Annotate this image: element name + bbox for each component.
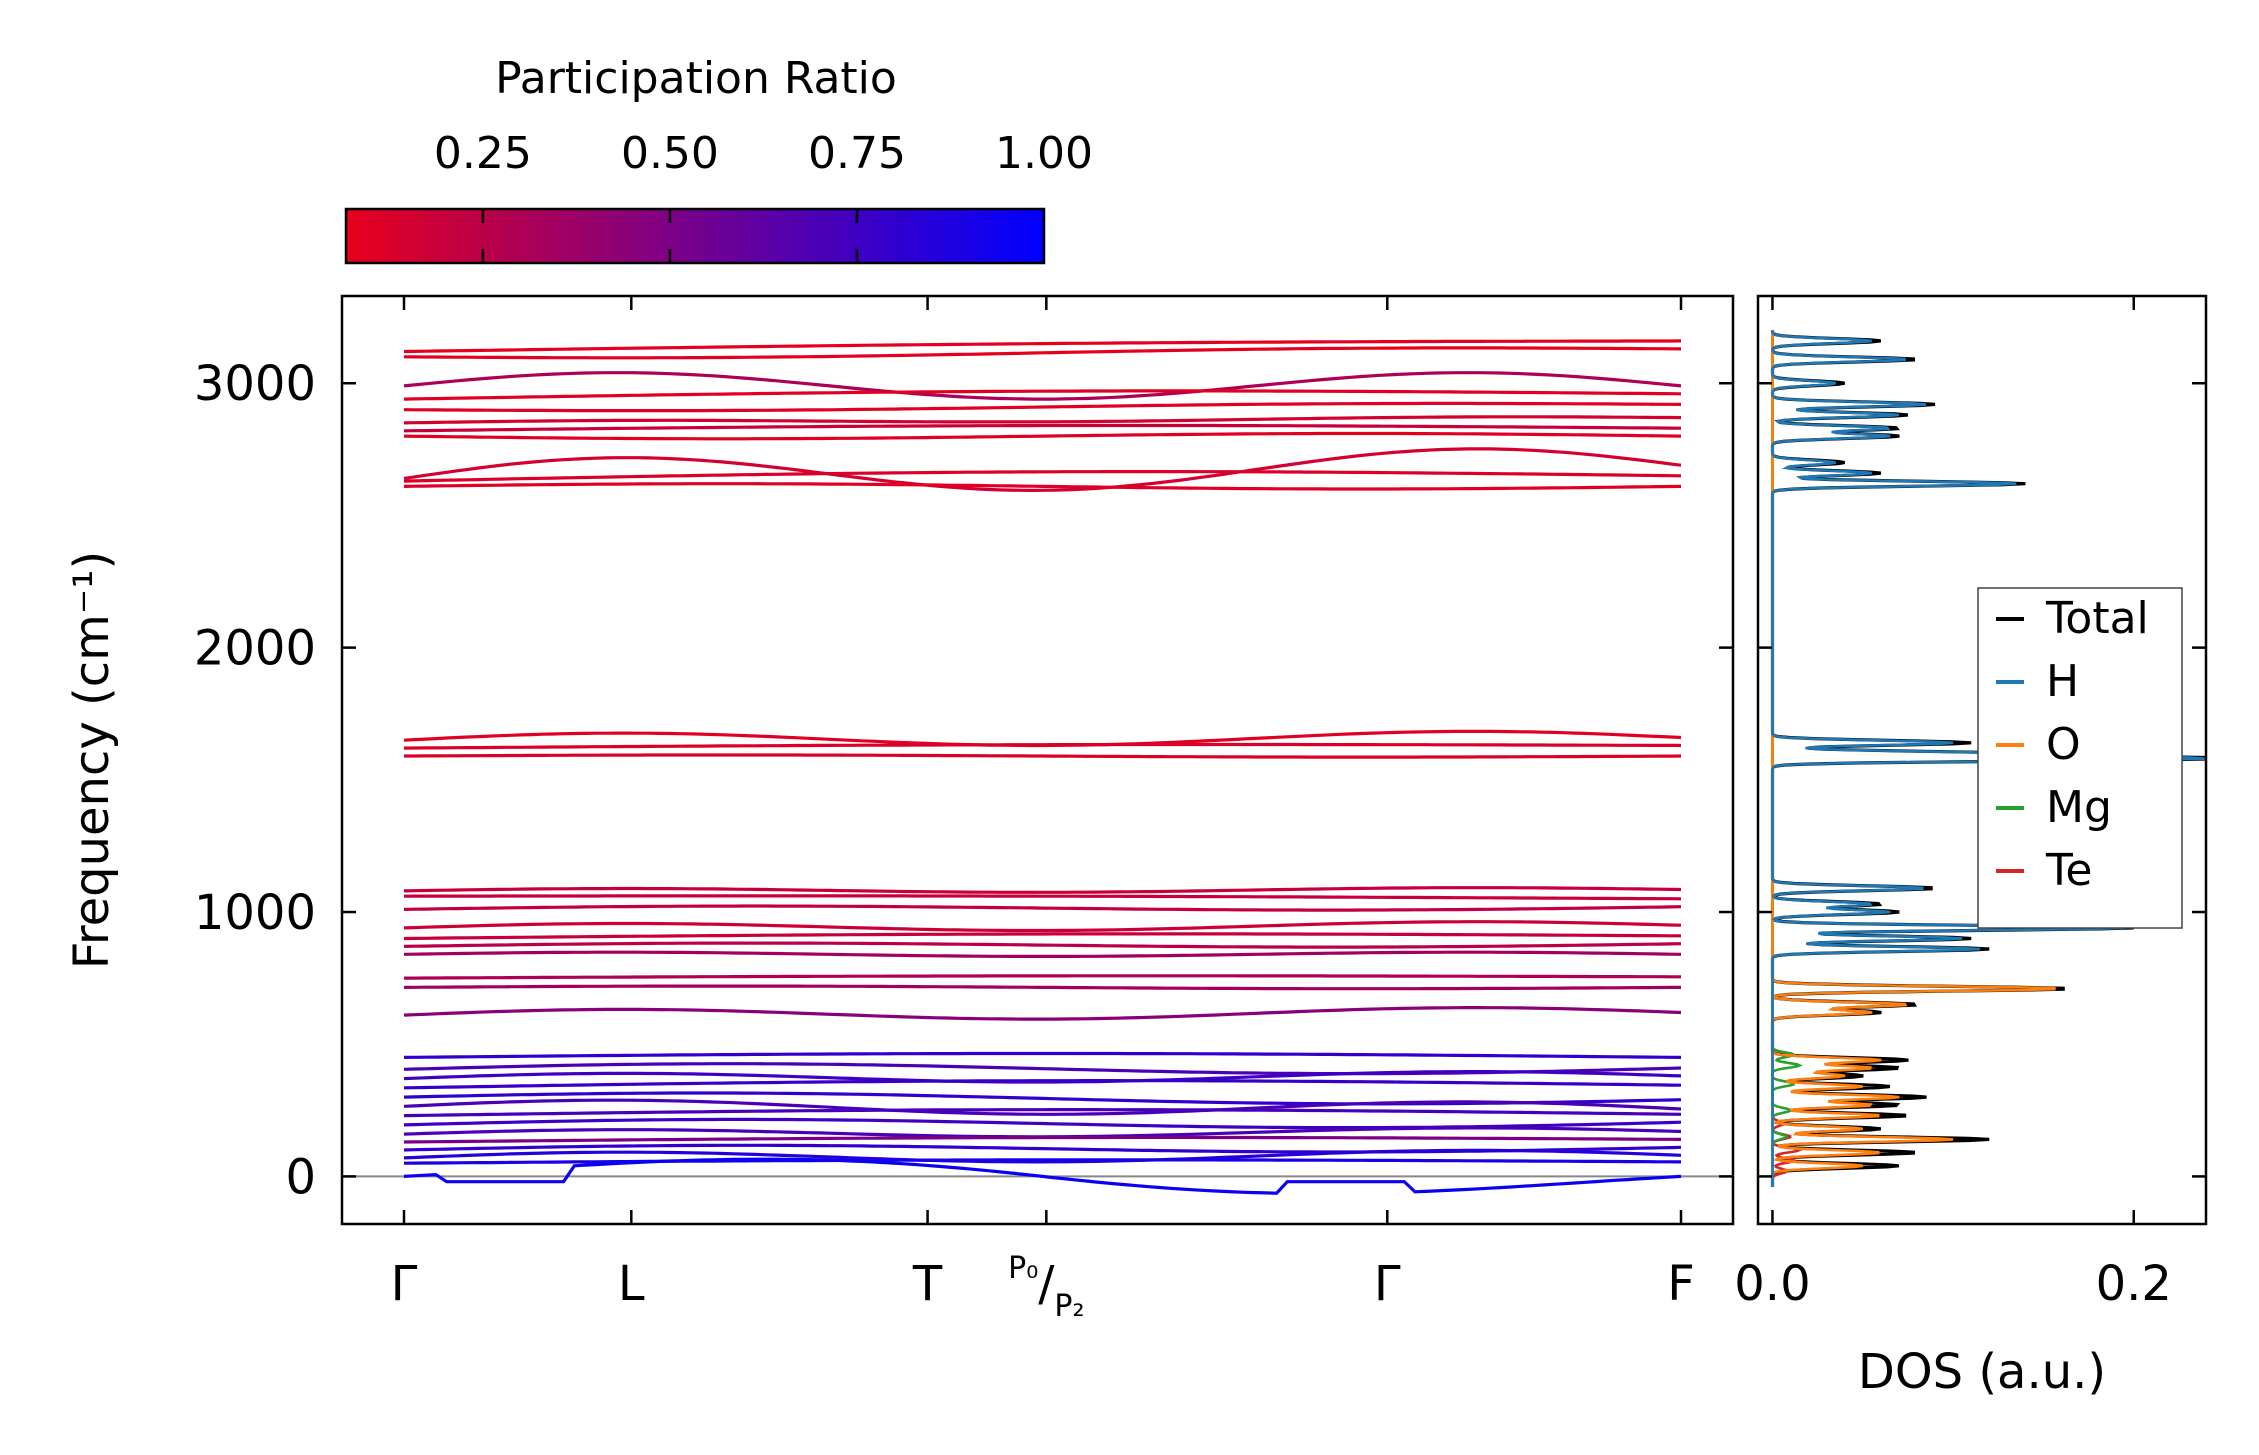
phonon-band	[403, 431, 1682, 441]
phonon-band	[403, 941, 1682, 949]
legend-items: Total HO Mg Te	[1996, 593, 2149, 896]
kpoint-label: Γ	[1374, 1256, 1401, 1312]
frequency-axis-label-text: Frequency (cm⁻¹)	[64, 551, 120, 969]
phonon-band	[403, 1126, 1682, 1139]
kpoint-label: Γ	[391, 1256, 418, 1312]
colorbar-ticks: 0.25 0.50 0.75 1.00	[434, 128, 1093, 263]
phonon-band	[403, 389, 1682, 401]
phonon-band	[403, 950, 1682, 958]
dos-panel: 0.0 0.2 DOS (a.u.) Total HO Mg Te	[1734, 294, 2208, 1400]
colorbar-label: Participation Ratio	[495, 53, 897, 104]
dos-axes-frame	[1756, 294, 2208, 1226]
phonon-band	[403, 1108, 1682, 1118]
phonon-band	[403, 1006, 1682, 1021]
legend-label: Total	[2045, 593, 2149, 644]
legend-label: Mg	[2046, 782, 2112, 833]
colorbar-tick-label: 0.75	[808, 128, 906, 179]
phonon-band	[403, 742, 1682, 750]
phonon-band	[403, 886, 1682, 894]
phonon-band	[403, 346, 1682, 360]
kpoint-label: P₀/P₂	[1008, 1251, 1084, 1324]
frequency-axis-label: Frequency (cm⁻¹)	[64, 551, 120, 969]
phonon-band	[404, 974, 1681, 980]
legend-label: O	[2046, 719, 2081, 770]
frequency-tick-label: 3000	[194, 356, 316, 412]
band-axes-frame	[340, 294, 1735, 1226]
phonon-band	[403, 1157, 1682, 1195]
dos-tick-label: 0.2	[2096, 1256, 2172, 1312]
dos-axis: 0.0 0.2	[1734, 296, 2206, 1312]
phonon-band	[403, 1079, 1682, 1090]
phonon-band	[403, 339, 1682, 354]
legend-label: Te	[2045, 845, 2092, 896]
phonon-band	[403, 1051, 1682, 1059]
kpath-axis: Γ L T P₀/P₂ Γ F	[391, 296, 1695, 1324]
phonon-band	[403, 423, 1682, 433]
phonon-bands	[403, 339, 1682, 1195]
phonon-band	[403, 894, 1682, 901]
band-structure-panel: 0 1000 2000 3000 Γ L T P₀/P₂ Γ F Frequency (cm⁻¹…	[64, 294, 1735, 1324]
frequency-axis: 0 1000 2000 3000	[194, 356, 1733, 1205]
phonon-band	[403, 371, 1682, 401]
legend-label: H	[2046, 656, 2079, 707]
phonon-band	[403, 1158, 1682, 1165]
phonon-band	[403, 904, 1682, 912]
phonon-band	[403, 920, 1682, 933]
kpoint-label: T	[912, 1256, 943, 1312]
colorbar-gradient	[344, 207, 1046, 265]
phonon-band	[403, 470, 1682, 483]
frequency-tick-label: 1000	[194, 885, 316, 941]
frequency-tick-label: 0	[285, 1149, 316, 1205]
dos-tick-label: 0.0	[1734, 1256, 1810, 1312]
kpoint-label: L	[618, 1256, 645, 1312]
phonon-band	[404, 753, 1682, 759]
phonon-band	[403, 1148, 1682, 1164]
dos-legend: Total HO Mg Te	[1977, 587, 2183, 929]
phonon-band	[403, 415, 1682, 425]
colorbar-tick-label: 1.00	[995, 128, 1093, 179]
phonon-band	[403, 984, 1681, 991]
phonon-band	[403, 447, 1682, 493]
colorbar-tick-label: 0.25	[434, 128, 532, 179]
phonon-band	[403, 482, 1682, 491]
colorbar: Participation Ratio 0.25 0.50 0.75 1.00	[344, 53, 1093, 265]
dos-curves	[1770, 330, 2206, 1187]
kpoint-label: F	[1667, 1256, 1695, 1312]
phonon-band	[403, 401, 1682, 413]
frequency-tick-label: 2000	[194, 621, 316, 677]
colorbar-tick-label: 0.50	[621, 128, 719, 179]
phonon-band	[403, 1135, 1682, 1144]
phonon-band	[403, 1098, 1682, 1116]
dos-axis-label: DOS (a.u.)	[1858, 1344, 2106, 1400]
phonon-band	[403, 932, 1681, 941]
